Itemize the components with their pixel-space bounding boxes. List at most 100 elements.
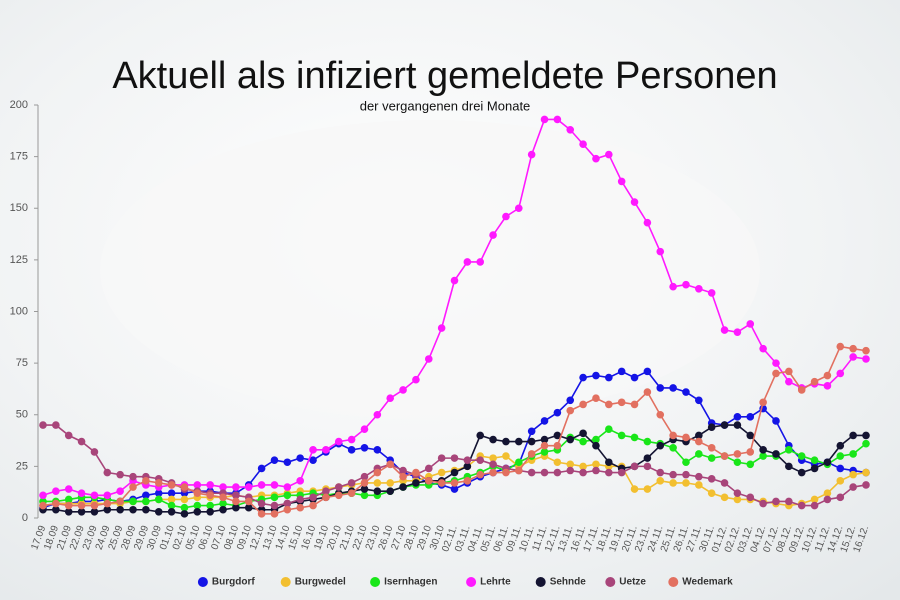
data-point — [785, 462, 793, 471]
data-point — [836, 464, 845, 473]
data-point — [669, 470, 677, 479]
data-point — [103, 505, 112, 514]
data-point — [450, 485, 459, 493]
data-point — [836, 342, 845, 351]
data-point — [592, 435, 600, 444]
data-point — [785, 377, 793, 386]
data-point — [643, 437, 652, 446]
data-point — [605, 468, 613, 477]
data-point — [836, 452, 845, 460]
data-point — [219, 505, 227, 514]
data-point — [412, 479, 420, 487]
data-point — [643, 454, 652, 462]
data-point — [759, 452, 767, 460]
data-point — [592, 466, 600, 475]
data-point — [862, 439, 870, 448]
data-point — [617, 431, 626, 440]
data-point — [836, 369, 845, 378]
legend-marker — [668, 577, 679, 587]
data-point — [823, 371, 832, 380]
data-point — [682, 280, 690, 289]
data-point — [270, 481, 279, 489]
legend-label: Burgwedel — [295, 577, 346, 588]
data-point — [206, 508, 214, 516]
legend-marker — [535, 577, 546, 587]
data-point — [450, 468, 459, 477]
series — [39, 342, 870, 518]
data-point — [514, 437, 523, 446]
data-point — [579, 462, 587, 471]
data-point — [270, 510, 279, 518]
data-point — [772, 359, 780, 367]
data-point — [746, 493, 755, 502]
data-point — [720, 479, 729, 487]
data-point — [386, 479, 395, 487]
data-point — [695, 481, 703, 489]
data-point — [64, 501, 73, 510]
data-point — [193, 508, 202, 516]
data-point — [836, 441, 845, 450]
data-point — [437, 454, 446, 462]
data-point — [527, 437, 536, 446]
data-point — [129, 497, 137, 506]
data-point — [309, 501, 317, 510]
data-point — [90, 491, 99, 500]
data-point — [257, 510, 266, 518]
data-point — [463, 477, 472, 485]
data-point — [746, 320, 755, 328]
data-point — [605, 400, 613, 409]
data-point — [849, 470, 857, 479]
data-point — [257, 481, 266, 489]
data-point — [695, 437, 703, 446]
data-point — [720, 421, 729, 429]
data-point — [334, 483, 343, 491]
data-point — [810, 501, 819, 510]
data-point — [360, 485, 369, 493]
data-point — [52, 421, 60, 429]
data-point — [334, 437, 343, 446]
data-point — [257, 499, 266, 508]
data-point — [142, 505, 150, 514]
data-point — [64, 495, 73, 504]
y-tick-label: 75 — [16, 357, 28, 369]
data-point — [849, 450, 857, 458]
data-point — [514, 458, 523, 467]
data-point — [733, 458, 742, 467]
data-point — [64, 508, 73, 516]
data-point — [823, 495, 832, 504]
data-point — [733, 495, 742, 504]
data-point — [720, 493, 729, 502]
data-point — [309, 446, 317, 454]
data-point — [862, 346, 870, 355]
data-point — [617, 367, 626, 376]
data-point — [64, 485, 73, 493]
data-point — [463, 456, 472, 464]
data-point — [309, 456, 317, 464]
data-point — [862, 431, 870, 440]
data-point — [142, 477, 150, 485]
legend-label: Sehnde — [550, 577, 587, 588]
legend-marker — [280, 577, 291, 587]
data-point — [733, 489, 742, 498]
data-point — [502, 452, 510, 460]
data-point — [489, 454, 497, 462]
data-point — [244, 483, 253, 491]
data-point — [296, 503, 304, 512]
data-point — [707, 474, 716, 483]
data-point — [463, 462, 472, 471]
data-point — [77, 508, 86, 516]
data-point — [617, 398, 626, 407]
data-point — [707, 454, 716, 462]
data-point — [424, 464, 433, 473]
data-point — [489, 435, 497, 444]
data-point — [39, 501, 47, 510]
data-point — [399, 466, 407, 475]
data-point — [862, 355, 870, 363]
data-point — [759, 344, 767, 353]
data-point — [810, 495, 819, 504]
data-point — [360, 443, 369, 452]
data-point — [656, 477, 665, 485]
data-point — [219, 483, 227, 491]
data-point — [167, 508, 176, 516]
